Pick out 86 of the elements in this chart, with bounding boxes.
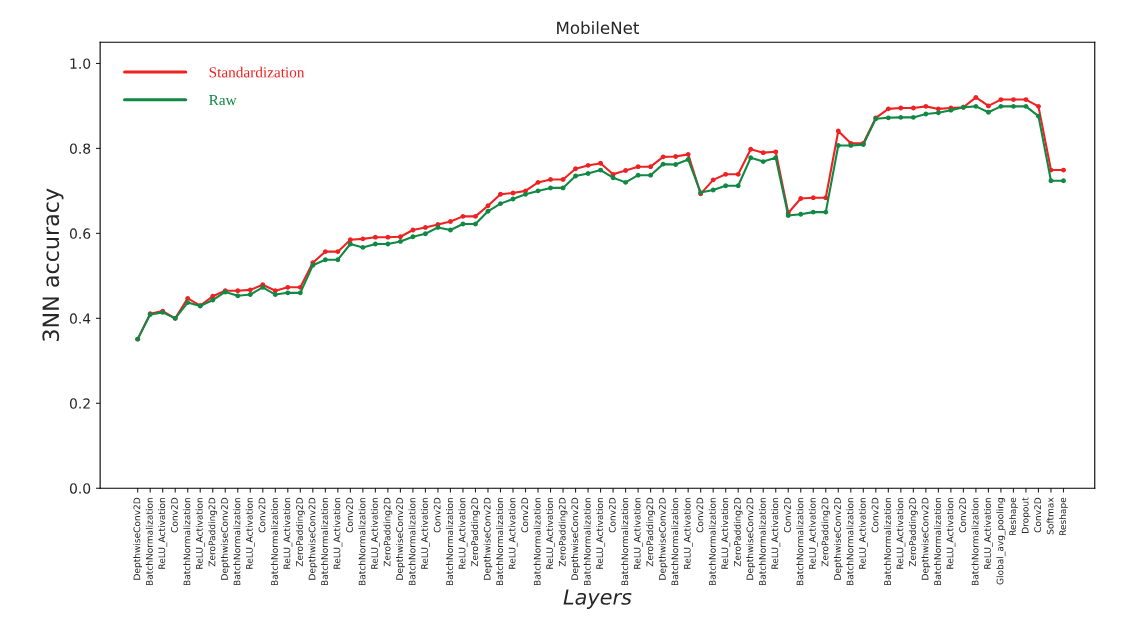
y-tick-label: 0.2 bbox=[69, 398, 90, 409]
x-tick-label: ZeroPadding2D bbox=[208, 497, 218, 567]
x-tick-label: ReLU_Activation bbox=[983, 498, 993, 569]
x-tick-label: Reshape bbox=[1059, 497, 1068, 536]
x-tick-label: ZeroPadding2D bbox=[295, 497, 305, 567]
x-tick-label: ZeroPadding2D bbox=[908, 497, 918, 567]
x-tick-label: ReLU_Activation bbox=[546, 498, 556, 569]
x-tick-label: ReLU_Activation bbox=[946, 498, 956, 569]
x-tick-label: ReLU_Activation bbox=[683, 498, 693, 569]
x-tick-label: BatchNormalization bbox=[758, 498, 766, 586]
x-tick-label: Conv2D bbox=[258, 497, 266, 533]
x-tick-label: ReLU_Activation bbox=[858, 498, 868, 569]
x-tick-label: BatchNormalization bbox=[533, 498, 541, 586]
y-tick-label: 0.4 bbox=[69, 313, 91, 324]
y-axis-title: 3NN accuracy bbox=[42, 188, 64, 341]
x-tick-label: DepthwiseConv2D bbox=[921, 497, 931, 580]
x-axis-title: Layers bbox=[563, 589, 632, 609]
x-tick-label: ReLU_Activation bbox=[158, 498, 168, 569]
x-tick-label: Conv2D bbox=[1034, 497, 1042, 533]
x-tick-label: ReLU_Activation bbox=[458, 498, 468, 569]
x-tick-label: BatchNormalization bbox=[883, 498, 891, 586]
x-tick-label: BatchNormalization bbox=[583, 498, 591, 586]
y-tick-label: 0.8 bbox=[69, 143, 91, 154]
x-tick-label: BatchNormalization bbox=[708, 498, 716, 586]
y-tick-label: 0.0 bbox=[69, 483, 91, 494]
x-tick-label: Softmax bbox=[1046, 497, 1054, 535]
x-tick-label: ReLU_Activation bbox=[283, 498, 293, 569]
x-tick-label: ReLU_Activation bbox=[633, 498, 643, 569]
x-tick-label: Conv2D bbox=[346, 497, 353, 533]
x-tick-label: DepthwiseConv2D bbox=[658, 497, 668, 580]
x-tick-label: ReLU_Activation bbox=[896, 498, 906, 569]
x-tick-label: BatchNormalization bbox=[408, 498, 416, 586]
x-tick-label: Global_avg_pooling bbox=[996, 498, 1006, 585]
legend-label: Raw bbox=[209, 95, 237, 106]
x-tick-label: ReLU_Activation bbox=[508, 498, 518, 569]
x-tick-label: ReLU_Activation bbox=[245, 498, 255, 569]
x-tick-label: ZeroPadding2D bbox=[821, 497, 831, 567]
x-tick-label: BatchNormalization bbox=[270, 498, 278, 586]
x-tick-label: BatchNormalization bbox=[846, 498, 854, 586]
x-tick-label: ZeroPadding2D bbox=[733, 497, 743, 567]
x-tick-label: BatchNormalization bbox=[320, 498, 328, 586]
x-tick-label: DepthwiseConv2D bbox=[571, 497, 580, 580]
x-tick-label: Conv2D bbox=[696, 497, 704, 533]
x-tick-label: BatchNormalization bbox=[796, 498, 804, 586]
x-tick-label: Dropout bbox=[1021, 497, 1031, 533]
x-tick-label: ReLU_Activation bbox=[420, 498, 430, 569]
x-tick-label: DepthwiseConv2D bbox=[746, 497, 756, 580]
x-tick-label: BatchNormalization bbox=[358, 498, 366, 586]
x-tick-label: BatchNormalization bbox=[621, 498, 629, 586]
x-tick-label: DepthwiseConv2D bbox=[833, 497, 843, 580]
x-tick-label: Conv2D bbox=[784, 497, 791, 533]
x-tick-label: ZeroPadding2D bbox=[471, 497, 480, 567]
x-tick-label: ZeroPadding2D bbox=[646, 497, 655, 567]
x-tick-label: ReLU_Activation bbox=[721, 498, 731, 569]
x-tick-label: Conv2D bbox=[433, 497, 441, 533]
x-tick-label: Conv2D bbox=[171, 497, 178, 533]
x-tick-label: BatchNormalization bbox=[183, 498, 191, 586]
x-tick-label: BatchNormalization bbox=[233, 498, 241, 586]
x-tick-label: DepthwiseConv2D bbox=[133, 497, 143, 580]
x-tick-label: Reshape bbox=[1009, 497, 1018, 536]
x-tick-label: BatchNormalization bbox=[496, 498, 504, 586]
x-tick-label: BatchNormalization bbox=[934, 498, 941, 586]
x-tick-label: DepthwiseConv2D bbox=[483, 497, 493, 580]
x-tick-label: Conv2D bbox=[871, 497, 879, 533]
x-tick-label: ReLU_Activation bbox=[596, 498, 606, 569]
x-tick-label: ReLU_Activation bbox=[370, 498, 380, 569]
x-tick-label: BatchNormalization bbox=[671, 498, 679, 586]
x-tick-label: Conv2D bbox=[959, 497, 967, 533]
x-tick-label: ReLU_Activation bbox=[333, 498, 343, 569]
y-tick-label: 1.0 bbox=[70, 58, 91, 69]
x-tick-label: DepthwiseConv2D bbox=[396, 497, 405, 580]
x-tick-label: Conv2D bbox=[521, 497, 529, 533]
x-tick-label: BatchNormalization bbox=[446, 498, 454, 586]
x-tick-label: Conv2D bbox=[608, 497, 616, 533]
x-tick-label: DepthwiseConv2D bbox=[220, 497, 230, 580]
x-tick-label: ZeroPadding2D bbox=[383, 497, 393, 567]
x-tick-label: ReLU_Activation bbox=[771, 498, 781, 569]
x-tick-label: ReLU_Activation bbox=[195, 498, 205, 569]
chart-title: MobileNet bbox=[557, 21, 640, 35]
x-tick-label: BatchNormalization bbox=[145, 498, 153, 586]
legend-label: Standardization bbox=[209, 66, 305, 78]
x-tick-label: BatchNormalization bbox=[971, 498, 979, 586]
x-tick-label: ReLU_Activation bbox=[808, 498, 818, 569]
x-tick-label: DepthwiseConv2D bbox=[308, 497, 318, 580]
y-tick-label: 0.6 bbox=[69, 228, 91, 239]
x-tick-label: ZeroPadding2D bbox=[558, 497, 568, 567]
